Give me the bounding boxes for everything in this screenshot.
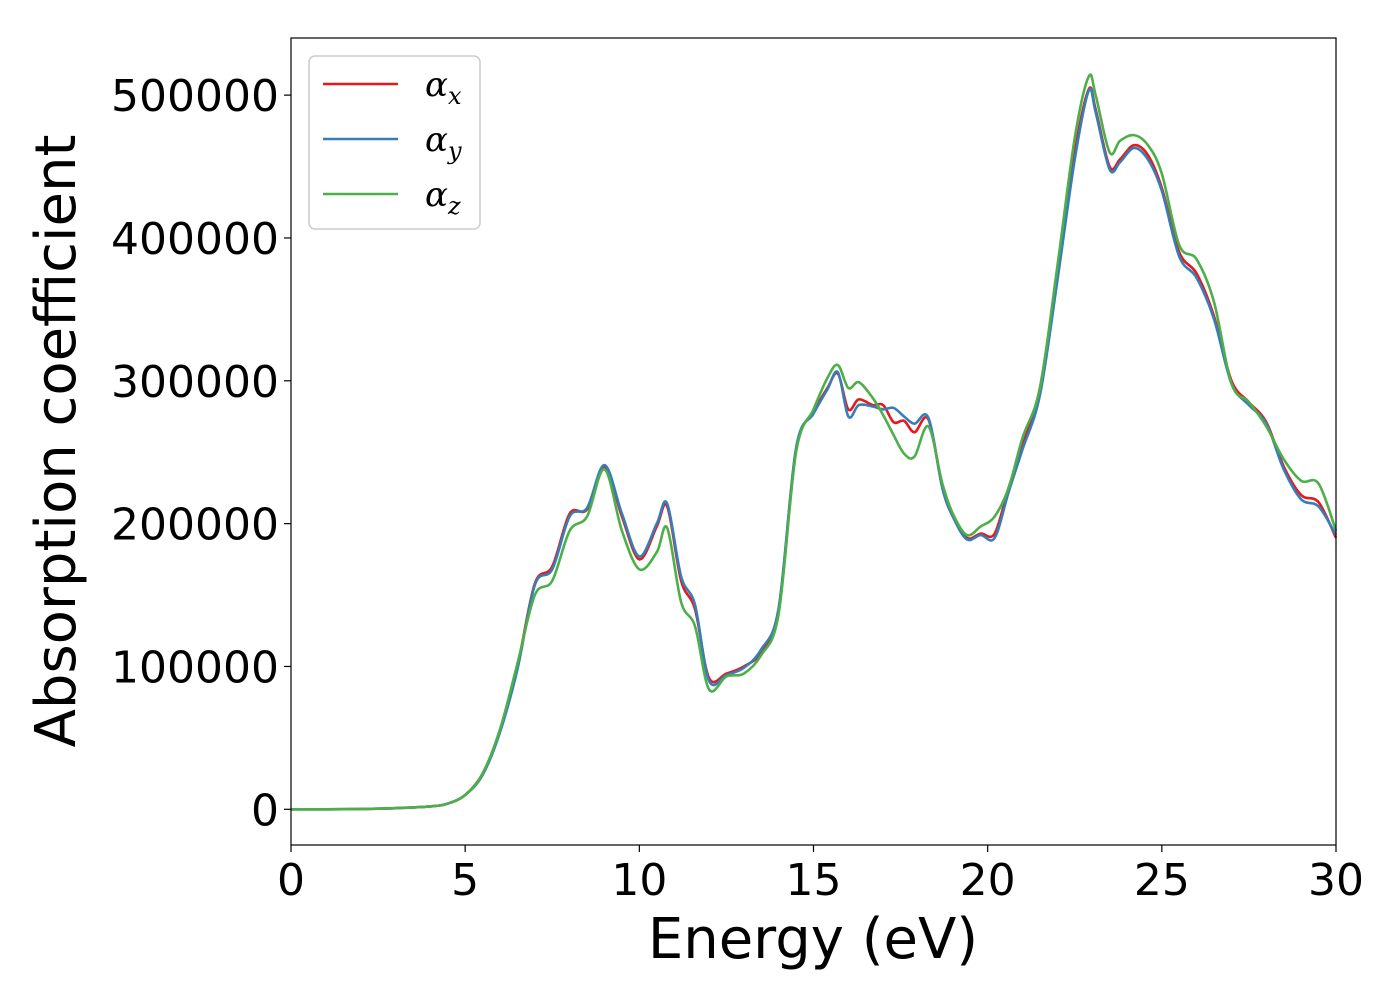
x-tick-label: 20	[960, 855, 1016, 906]
x-tick-label: 10	[611, 855, 667, 906]
y-tick-label: 400000	[111, 214, 279, 265]
legend-label-1: αx	[425, 65, 462, 110]
x-axis-label: Energy (eV)	[648, 907, 978, 972]
y-tick-label: 300000	[111, 357, 279, 408]
x-axis-ticks: 0 5 10 15 20 25 30	[277, 845, 1364, 906]
legend: αx αy αz	[308, 55, 481, 230]
series-line-1	[290, 86, 1338, 811]
legend-frame	[308, 55, 481, 230]
legend-label-3: αz	[425, 175, 461, 220]
y-tick-label: 200000	[111, 500, 279, 551]
x-tick-label: 5	[451, 855, 479, 906]
x-tick-label: 25	[1134, 855, 1190, 906]
series-line-3	[290, 73, 1338, 811]
x-tick-label: 15	[786, 855, 842, 906]
y-tick-label: 100000	[111, 642, 279, 693]
y-axis-ticks: 0 100000 200000 300000 400000 500000	[111, 71, 291, 836]
y-tick-label: 0	[251, 785, 279, 836]
x-tick-label: 0	[277, 855, 305, 906]
legend-label-2: αy	[425, 120, 462, 165]
x-tick-label: 30	[1308, 855, 1364, 906]
series-layer	[290, 73, 1338, 811]
y-axis-label: Absorption coefficient	[24, 135, 89, 748]
y-tick-label: 500000	[111, 71, 279, 122]
series-line-2	[290, 87, 1338, 811]
